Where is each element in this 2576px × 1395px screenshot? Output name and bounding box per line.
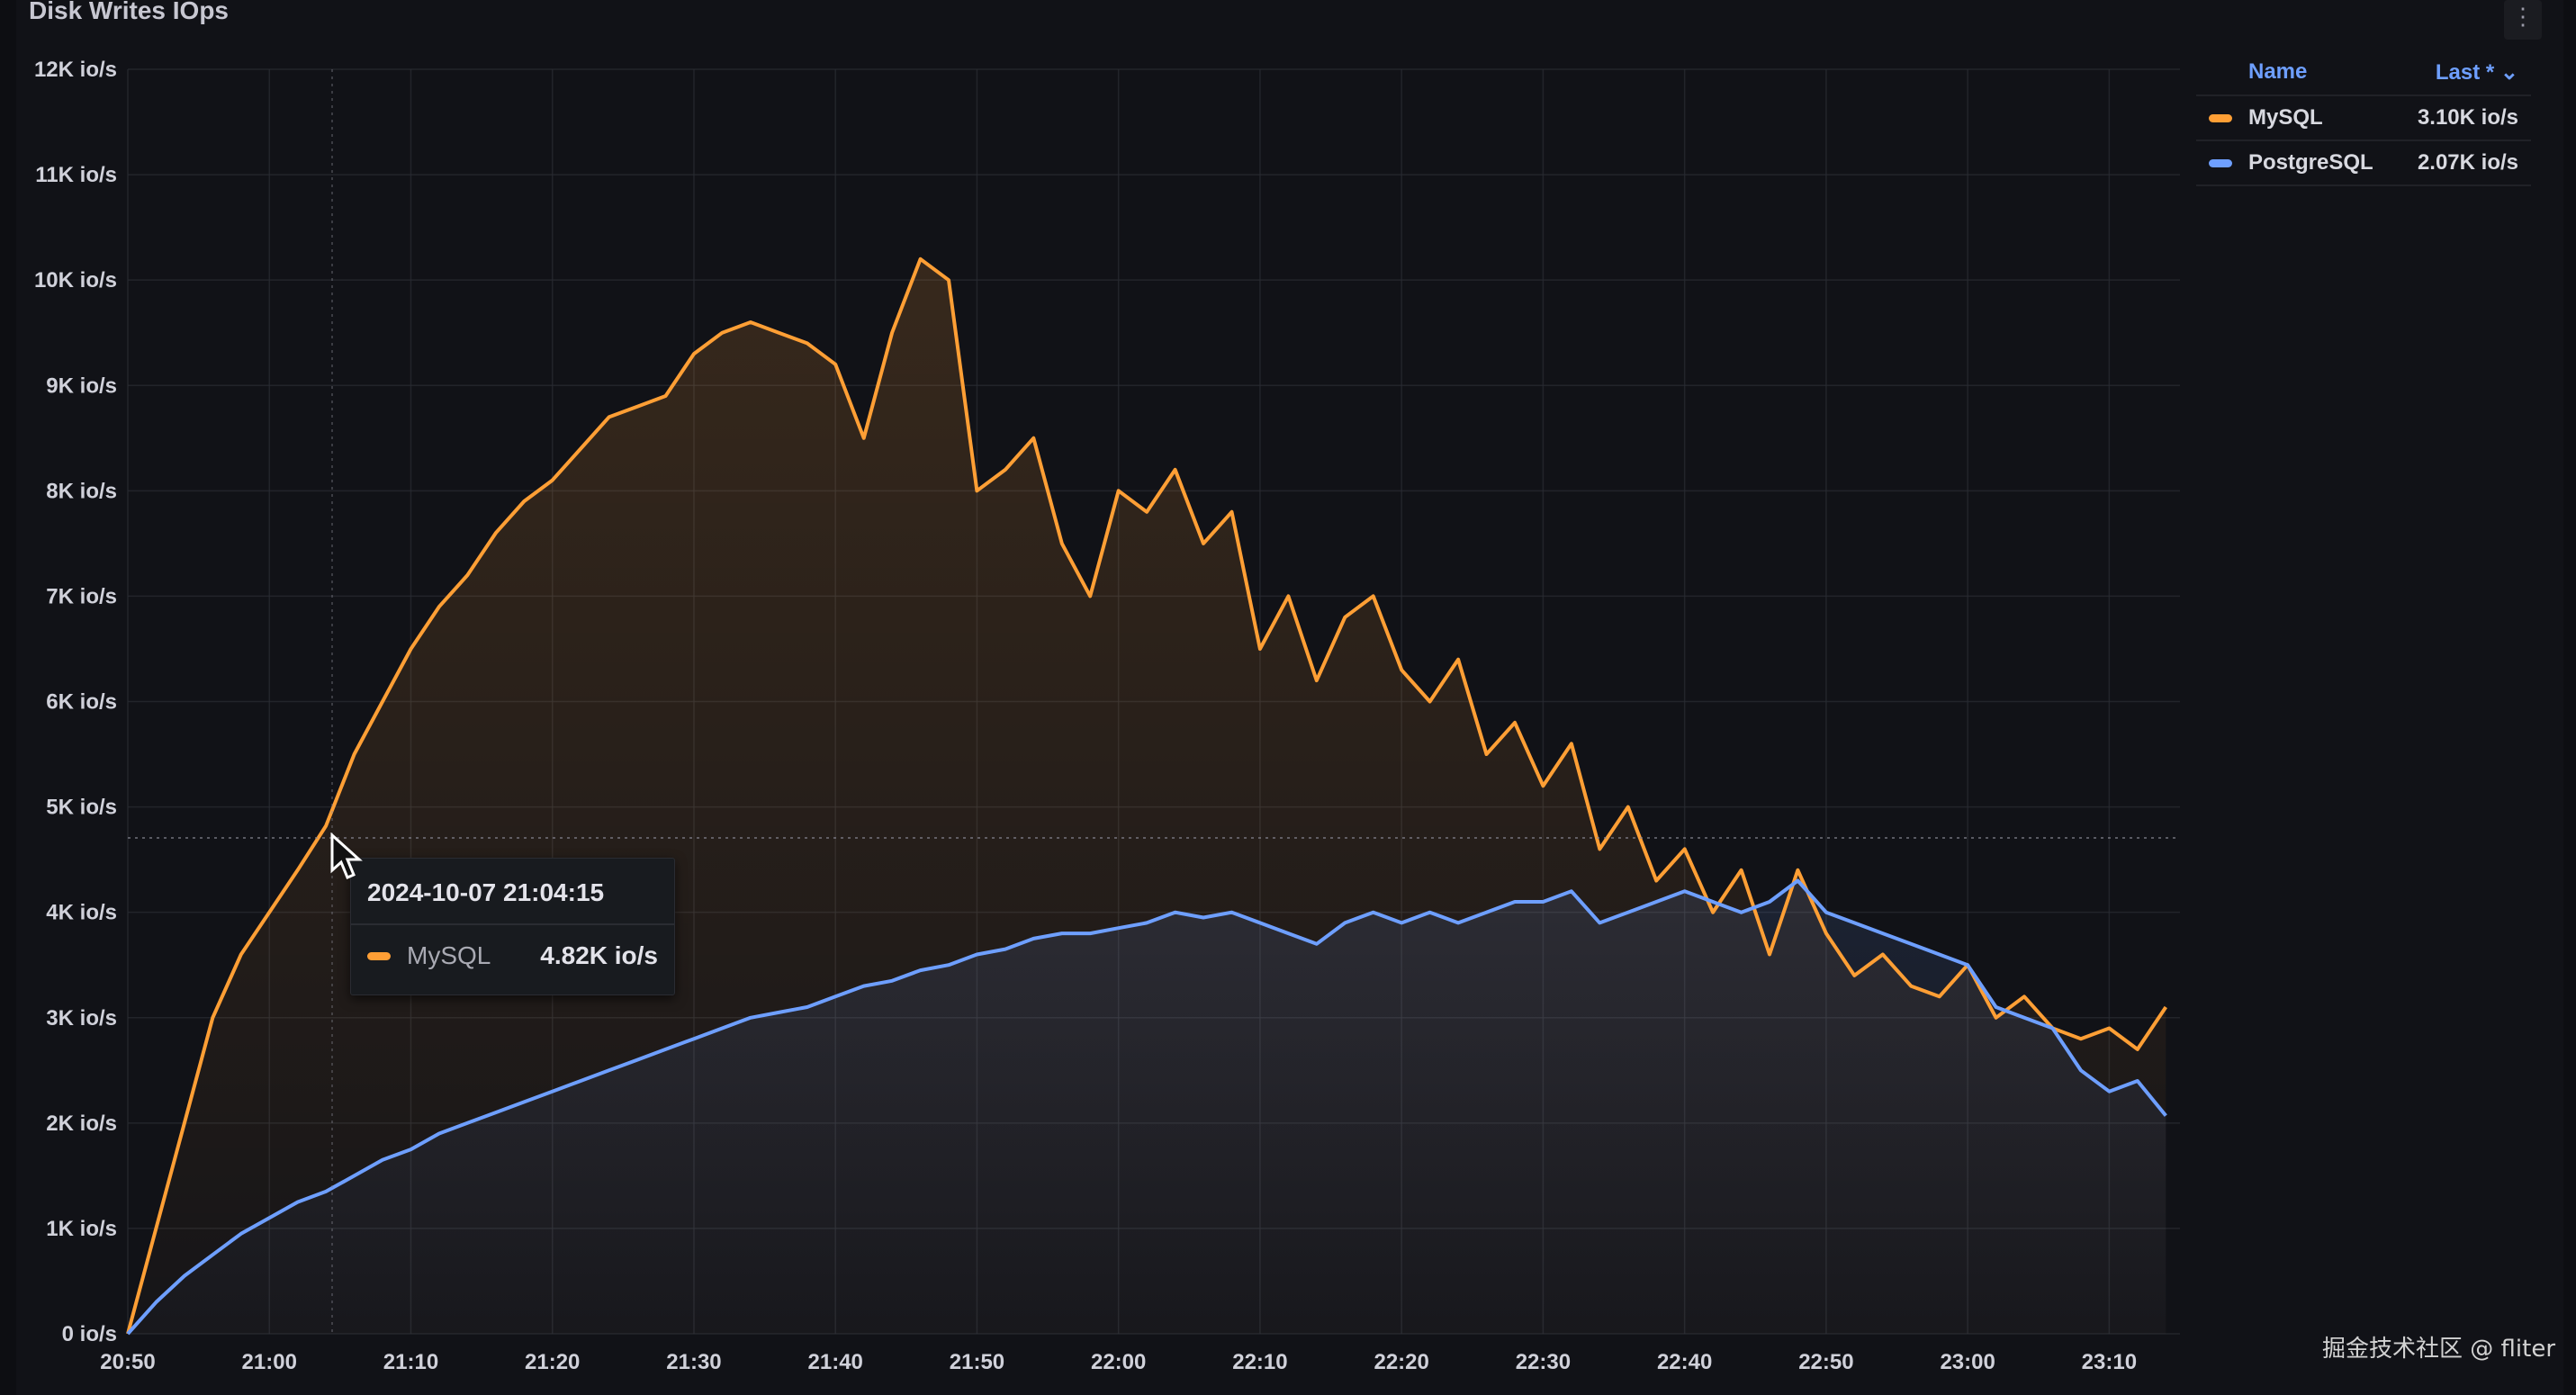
x-tick-label: 22:10 bbox=[1232, 1350, 1287, 1374]
tooltip-time: 2024-10-07 21:04:15 bbox=[351, 859, 674, 925]
series-color-swatch bbox=[2209, 113, 2232, 122]
panel-title: Disk Writes IOps bbox=[29, 0, 230, 24]
y-tick-label: 11K io/s bbox=[35, 163, 117, 187]
legend-item-mysql[interactable]: MySQL 3.10K io/s bbox=[2196, 96, 2531, 141]
kebab-menu-icon[interactable]: ⋮ bbox=[2504, 0, 2542, 40]
x-tick-label: 21:10 bbox=[383, 1350, 438, 1374]
legend-header-name[interactable]: Name bbox=[2248, 59, 2308, 84]
watermark: 掘金技术社区 @ fliter bbox=[2322, 1336, 2556, 1363]
legend-item-value: 2.07K io/s bbox=[2417, 150, 2518, 175]
x-tick-label: 22:20 bbox=[1374, 1350, 1428, 1374]
y-tick-label: 9K io/s bbox=[46, 374, 117, 398]
series-color-swatch bbox=[367, 951, 391, 960]
y-tick-label: 1K io/s bbox=[46, 1217, 117, 1241]
x-tick-label: 22:00 bbox=[1091, 1350, 1146, 1374]
tooltip-series-name: MySQL bbox=[407, 941, 491, 969]
legend: Name Last * ⌄ MySQL 3.10K io/s PostgreSQ… bbox=[2196, 56, 2531, 186]
legend-item-name: PostgreSQL bbox=[2248, 150, 2373, 175]
x-tick-label: 21:50 bbox=[950, 1350, 1004, 1374]
x-tick-label: 21:20 bbox=[525, 1350, 580, 1374]
x-tick-label: 23:10 bbox=[2082, 1350, 2137, 1374]
x-tick-label: 21:40 bbox=[808, 1350, 863, 1374]
x-tick-label: 22:50 bbox=[1798, 1350, 1853, 1374]
y-tick-label: 4K io/s bbox=[46, 901, 117, 925]
y-tick-label: 3K io/s bbox=[46, 1006, 117, 1030]
y-tick-label: 12K io/s bbox=[34, 58, 117, 82]
tooltip-value: 4.82K io/s bbox=[540, 941, 658, 969]
y-tick-label: 5K io/s bbox=[46, 796, 117, 820]
x-tick-label: 22:40 bbox=[1657, 1350, 1712, 1374]
legend-item-postgresql[interactable]: PostgreSQL 2.07K io/s bbox=[2196, 141, 2531, 186]
y-tick-label: 2K io/s bbox=[46, 1112, 117, 1136]
legend-header-last[interactable]: Last * ⌄ bbox=[2435, 60, 2518, 85]
y-tick-label: 8K io/s bbox=[46, 479, 117, 503]
legend-header: Name Last * ⌄ bbox=[2196, 56, 2531, 96]
y-tick-label: 0 io/s bbox=[62, 1322, 117, 1346]
series-color-swatch bbox=[2209, 158, 2232, 167]
mouse-cursor-icon bbox=[330, 832, 363, 879]
x-tick-label: 21:30 bbox=[666, 1350, 721, 1374]
y-tick-label: 7K io/s bbox=[46, 584, 117, 608]
x-tick-label: 22:30 bbox=[1516, 1350, 1571, 1374]
legend-item-value: 3.10K io/s bbox=[2417, 105, 2518, 130]
hover-tooltip: 2024-10-07 21:04:15 MySQL 4.82K io/s bbox=[350, 858, 675, 995]
x-tick-label: 23:00 bbox=[1940, 1350, 1995, 1374]
tooltip-row: MySQL 4.82K io/s bbox=[351, 925, 674, 986]
y-tick-label: 6K io/s bbox=[46, 690, 117, 715]
legend-item-name: MySQL bbox=[2248, 105, 2323, 130]
y-tick-label: 10K io/s bbox=[34, 268, 117, 292]
x-tick-label: 20:50 bbox=[100, 1350, 155, 1374]
area-fill-postgresql bbox=[128, 880, 2166, 1334]
x-tick-label: 21:00 bbox=[242, 1350, 297, 1374]
